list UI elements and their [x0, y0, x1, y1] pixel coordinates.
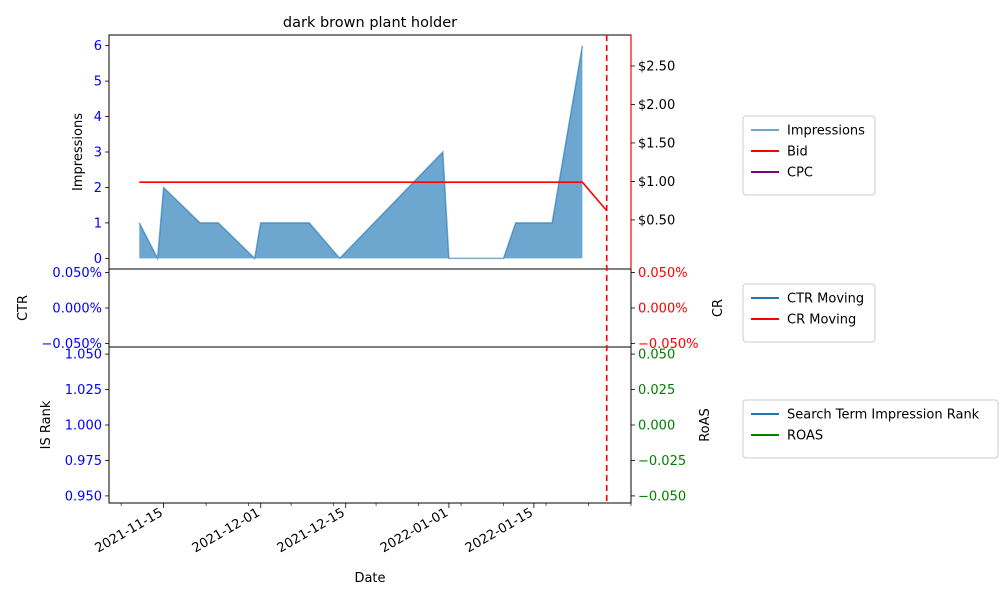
ctr-axis-tick-label: 0.000%: [52, 302, 102, 317]
impressions-axis-tick-label: 2: [94, 181, 102, 196]
bottom-legend-entry: ROAS: [787, 429, 823, 444]
middle-legend-entry: CR Moving: [787, 313, 856, 328]
middle-legend-entry: CTR Moving: [787, 292, 864, 307]
top-legend-entry: Impressions: [787, 124, 865, 139]
roas-axis-tick-label: −0.025: [638, 454, 686, 469]
x-tick-label: 2022-01-01: [378, 505, 451, 556]
cr-axis-tick-label: −0.050%: [638, 337, 698, 352]
middle-right-axis-label: CR: [711, 299, 726, 317]
top-left-axis-label: Impressions: [71, 113, 86, 191]
bid-axis-tick-label: $1.00: [638, 175, 675, 190]
bid-axis-tick-label: $0.50: [638, 213, 675, 228]
ctr-axis-tick-label: −0.050%: [42, 337, 102, 352]
x-tick-label: 2021-12-15: [275, 505, 348, 556]
middle-left-axis-label: CTR: [16, 295, 31, 321]
top-legend-entry: Bid: [787, 145, 808, 160]
bid-line: [139, 181, 608, 212]
roas-axis-tick-label: 0.050: [638, 348, 675, 363]
is-rank-axis-tick-label: 0.950: [65, 489, 102, 504]
bottom-legend-entry: Search Term Impression Rank: [787, 408, 980, 423]
roas-axis-tick-label: −0.050: [638, 489, 686, 504]
x-tick-label: 2022-01-15: [463, 505, 536, 556]
ctr-axis-tick-label: 0.050%: [52, 266, 102, 281]
bottom-legend-box: [742, 399, 999, 459]
top-legend-box: [742, 115, 876, 196]
panel-frame-2: [108, 346, 632, 504]
x-tick-label: 2021-11-15: [93, 505, 166, 556]
x-tick-label: 2021-12-01: [190, 505, 263, 556]
chart-title: dark brown plant holder: [283, 15, 457, 31]
impressions-axis-tick-label: 4: [94, 110, 102, 125]
is-rank-axis-tick-label: 1.000: [65, 419, 102, 434]
impressions-axis-tick-label: 3: [94, 146, 102, 161]
cr-axis-tick-label: 0.050%: [638, 266, 688, 281]
impressions-area: [139, 45, 583, 259]
is-rank-axis-tick-label: 1.050: [65, 348, 102, 363]
impressions-axis-tick-label: 6: [94, 39, 102, 54]
bid-axis-tick-label: $1.50: [638, 136, 675, 151]
bottom-right-axis-label: RoAS: [698, 408, 713, 442]
impressions-axis-tick-label: 5: [94, 75, 102, 90]
impressions-line: [138, 45, 584, 262]
panel-frame-1: [108, 268, 632, 348]
is-rank-axis-tick-label: 0.975: [65, 454, 102, 469]
roas-axis-tick-label: 0.025: [638, 383, 675, 398]
x-axis-label: Date: [354, 571, 385, 586]
impressions-axis-tick-label: 1: [94, 216, 102, 231]
roas-axis-tick-label: 0.000: [638, 419, 675, 434]
bid-axis-tick-label: $2.00: [638, 98, 675, 113]
is-rank-axis-tick-label: 1.025: [65, 383, 102, 398]
cr-axis-tick-label: 0.000%: [638, 302, 688, 317]
top-legend-entry: CPC: [787, 166, 813, 181]
bid-axis-tick-label: $2.50: [638, 59, 675, 74]
impressions-axis-tick-label: 0: [94, 252, 102, 267]
bottom-left-axis-label: IS Rank: [39, 400, 54, 449]
